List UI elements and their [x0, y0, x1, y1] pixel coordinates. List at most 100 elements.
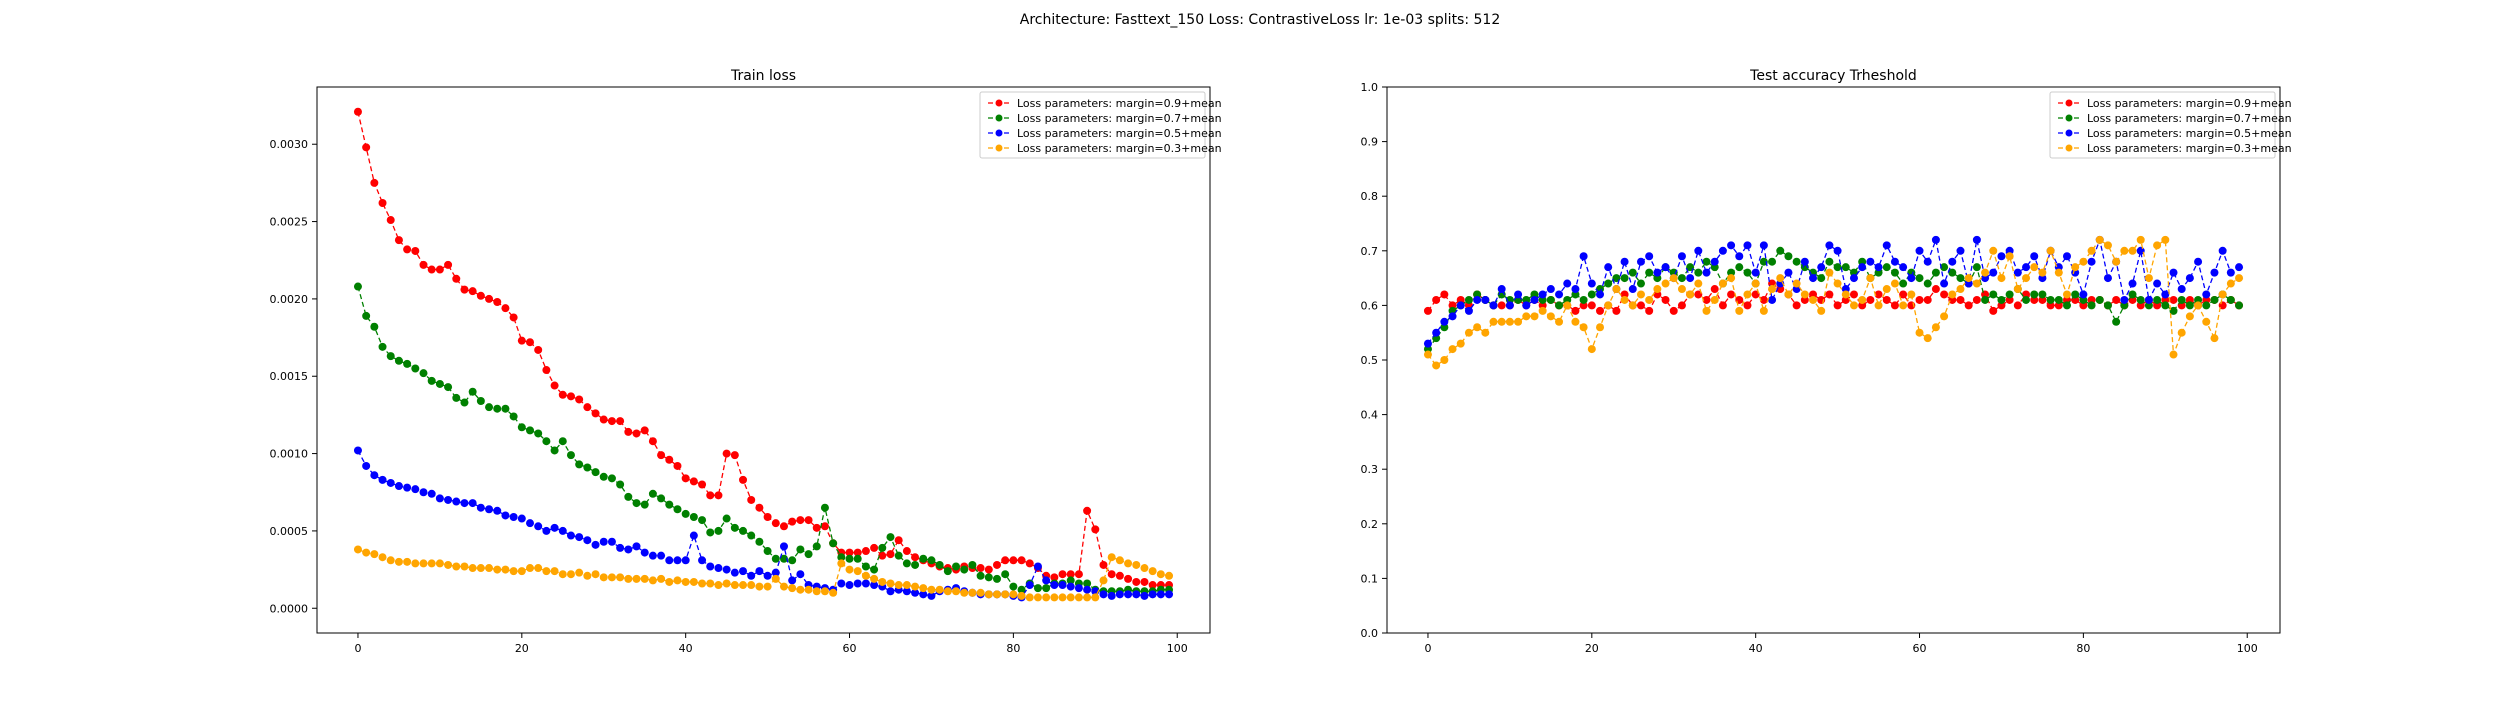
train-loss-y-tick-label: 0.0015 — [270, 370, 309, 383]
test-accuracy-series-2-point — [1432, 328, 1441, 337]
test-accuracy-series-2-point — [1948, 257, 1957, 266]
train-loss-series-3-point — [435, 559, 444, 568]
train-loss-series-3-point — [812, 587, 821, 596]
train-loss-x-tick-label: 80 — [1006, 642, 1020, 655]
train-loss-series-2-point — [370, 471, 379, 480]
test-accuracy-series-1-point — [2087, 301, 2096, 310]
test-accuracy-series-0-point — [1718, 301, 1727, 310]
train-loss-series-2-point — [468, 499, 477, 508]
test-accuracy-series-2-point — [1784, 268, 1793, 277]
train-loss-series-0-point — [779, 522, 788, 531]
train-loss-series-3-point — [902, 581, 911, 590]
train-loss-series-2-point — [902, 587, 911, 596]
test-accuracy-series-2-point — [1653, 268, 1662, 277]
train-loss-series-3-point — [739, 581, 748, 590]
train-loss-series-3-point — [1009, 590, 1018, 599]
train-loss-series-0-point — [411, 246, 420, 255]
test-accuracy-y-tick-label: 0.7 — [1361, 245, 1379, 258]
test-accuracy-series-2-point — [1702, 268, 1711, 277]
test-accuracy-series-0-point — [2112, 295, 2121, 304]
train-loss-series-0-point — [730, 451, 739, 460]
test-accuracy-series-1-point — [2169, 306, 2178, 315]
train-loss-series-3-point — [960, 588, 969, 597]
train-loss-series-0-point — [902, 547, 911, 556]
test-accuracy-series-2-point — [2030, 252, 2039, 261]
test-accuracy-series-2-point — [1563, 279, 1572, 288]
train-loss-series-3-point — [517, 567, 526, 576]
test-accuracy-series-2-point — [2185, 274, 2194, 283]
test-accuracy-series-1-point — [1636, 279, 1645, 288]
train-loss-series-3-point — [804, 585, 813, 594]
train-loss-series-1-point — [935, 560, 944, 569]
train-loss-series-2-point — [583, 536, 592, 545]
train-loss-series-1-point — [911, 560, 920, 569]
test-accuracy-series-1-point — [1792, 257, 1801, 266]
train-loss-series-1-point — [1017, 585, 1026, 594]
train-loss-series-3-point — [1165, 571, 1174, 580]
train-loss-series-0-point — [575, 395, 584, 404]
test-accuracy-series-0-point — [1989, 306, 1998, 315]
train-loss-series-2-point — [411, 485, 420, 494]
test-accuracy-series-1-point — [2103, 301, 2112, 310]
test-accuracy-series-2-point — [1604, 263, 1613, 272]
test-accuracy-series-2-point — [1596, 290, 1605, 299]
train-loss-series-0-point — [788, 517, 797, 526]
test-accuracy-series-3-point — [1620, 295, 1629, 304]
test-accuracy-series-2-point — [1571, 285, 1580, 294]
train-loss-series-3-point — [976, 588, 985, 597]
train-loss-series-3-point — [829, 588, 838, 597]
test-accuracy-series-3-point — [2087, 246, 2096, 255]
test-accuracy-series-3-point — [1718, 279, 1727, 288]
test-accuracy-x-ticks: 0 20 40 60 80 100 — [1424, 633, 2258, 655]
train-loss-series-3-point — [714, 581, 723, 590]
test-accuracy-series-1-point — [1833, 263, 1842, 272]
train-loss-series-1-point — [698, 516, 707, 525]
test-accuracy-series-3-point — [1915, 328, 1924, 337]
test-accuracy-series-3-point — [2112, 257, 2121, 266]
test-accuracy-series-0-point — [1432, 295, 1441, 304]
train-loss-series-3-point — [992, 590, 1001, 599]
train-loss-series-2-point — [624, 545, 633, 554]
train-loss-series-1-point — [984, 573, 993, 582]
train-loss-x-tick-label: 0 — [354, 642, 361, 655]
train-loss-series-2-point — [763, 571, 772, 580]
train-loss-series-0-point — [665, 455, 674, 464]
test-accuracy-series-0-point — [1931, 285, 1940, 294]
test-accuracy-series-3-point — [1555, 317, 1564, 326]
train-loss-series-1-point — [853, 554, 862, 563]
test-accuracy-series-2-point — [1718, 246, 1727, 255]
test-accuracy-series-2-point — [1505, 301, 1514, 310]
test-accuracy-series-3-point — [1776, 274, 1785, 283]
train-loss-series-3-point — [984, 590, 993, 599]
train-loss-series-1-point — [566, 451, 575, 460]
train-loss-series-2-point — [1042, 576, 1051, 585]
test-accuracy-series-3-point — [1694, 279, 1703, 288]
test-accuracy-series-2-point — [1620, 257, 1629, 266]
train-loss-series-3-point — [1058, 593, 1067, 602]
train-loss-y-tick-label: 0.0030 — [270, 138, 309, 151]
train-loss-series-0-point — [771, 519, 780, 528]
train-loss-series-1-point — [739, 526, 748, 535]
test-accuracy-series-2-point — [1997, 252, 2006, 261]
test-accuracy-series-3-point — [2128, 246, 2137, 255]
train-loss-series-0-point — [353, 107, 362, 116]
train-loss-series-2-point — [927, 591, 936, 600]
train-loss-series-3-point — [485, 564, 494, 573]
test-accuracy-series-1-point — [2022, 295, 2031, 304]
train-loss-series-2-point — [1124, 590, 1133, 599]
test-accuracy-series-2-point — [1448, 312, 1457, 321]
test-accuracy-series-2-point — [2062, 252, 2071, 261]
train-loss-series-0-point — [435, 265, 444, 274]
train-loss-series-3-point — [673, 576, 682, 585]
test-accuracy-series-1-point — [1981, 295, 1990, 304]
train-loss-series-2-point — [1050, 581, 1059, 590]
test-accuracy-series-3-point — [1735, 306, 1744, 315]
test-accuracy-series-2-point — [1489, 301, 1498, 310]
train-loss-series-3-point — [681, 577, 690, 586]
test-accuracy-series-3-point — [1423, 350, 1432, 359]
train-loss-series-2-point — [1058, 581, 1067, 590]
test-accuracy-series-0-point — [1596, 306, 1605, 315]
test-accuracy-series-3-point — [1972, 279, 1981, 288]
test-accuracy-series-3-point — [2038, 268, 2047, 277]
